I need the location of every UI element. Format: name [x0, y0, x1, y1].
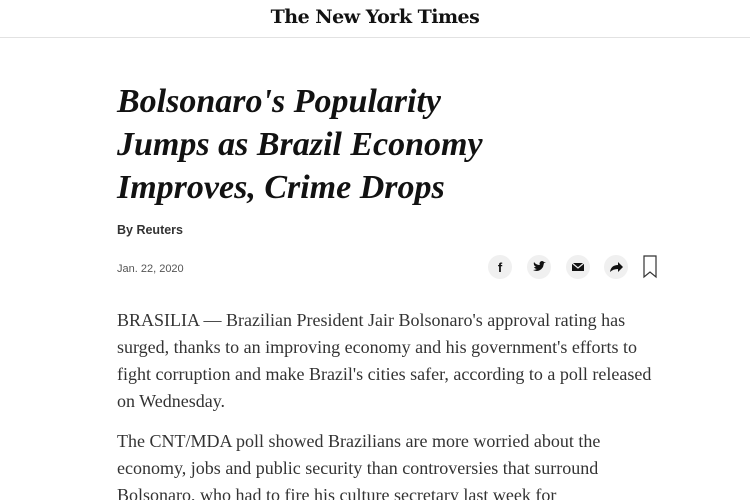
share-button[interactable] [604, 255, 628, 279]
paragraph: The CNT/MDA poll showed Brazilians are m… [117, 431, 601, 500]
article-body: BRASILIA — Brazilian President Jair Bols… [117, 307, 662, 500]
facebook-button[interactable]: f [488, 255, 512, 279]
svg-text:f: f [498, 260, 503, 275]
email-button[interactable] [566, 255, 590, 279]
share-tools: f [488, 255, 657, 279]
byline: By Reuters [117, 223, 183, 237]
logo[interactable]: The New York Times [270, 6, 480, 28]
twitter-button[interactable] [527, 255, 551, 279]
date: Jan. 22, 2020 [117, 263, 184, 275]
paragraph: BRASILIA — Brazilian President Jair Bols… [117, 310, 652, 411]
masthead: The New York Times [0, 0, 750, 38]
headline: Bolsonaro's Popularity Jumps as Brazil E… [117, 83, 483, 206]
bookmark-button[interactable] [643, 255, 657, 279]
